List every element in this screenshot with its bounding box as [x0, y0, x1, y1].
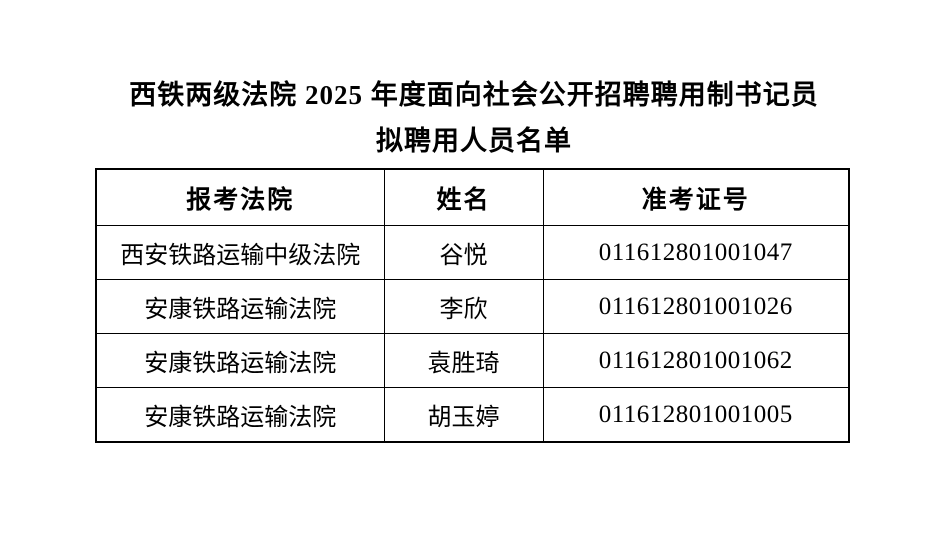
page-title-line-2: 拟聘用人员名单 [376, 126, 572, 156]
cell-court: 西安铁路运输中级法院 [95, 225, 385, 280]
cell-court: 安康铁路运输法院 [95, 279, 385, 334]
cell-name: 胡玉婷 [383, 387, 544, 443]
table-row: 西安铁路运输中级法院 谷悦 011612801001047 [95, 225, 850, 280]
table-row: 安康铁路运输法院 袁胜琦 011612801001062 [95, 333, 850, 388]
table-header: 报考法院 姓名 准考证号 [95, 168, 850, 226]
page-title: 西铁两级法院 2025 年度面向社会公开招聘聘用制书记员 拟聘用人员名单 [0, 72, 948, 164]
cell-name: 谷悦 [383, 225, 544, 280]
column-header-ticket: 准考证号 [542, 168, 850, 226]
table-row: 安康铁路运输法院 李欣 011612801001026 [95, 279, 850, 334]
column-header-name: 姓名 [383, 168, 544, 226]
cell-ticket: 011612801001005 [542, 387, 850, 443]
cell-ticket: 011612801001047 [542, 225, 850, 280]
cell-court: 安康铁路运输法院 [95, 387, 385, 443]
cell-court: 安康铁路运输法院 [95, 333, 385, 388]
table-header-row: 报考法院 姓名 准考证号 [95, 168, 850, 226]
cell-ticket: 011612801001062 [542, 333, 850, 388]
table-body: 西安铁路运输中级法院 谷悦 011612801001047 安康铁路运输法院 李欣 011… [95, 225, 850, 443]
cell-ticket: 011612801001026 [542, 279, 850, 334]
column-header-court: 报考法院 [95, 168, 385, 226]
cell-name: 李欣 [383, 279, 544, 334]
cell-name: 袁胜琦 [383, 333, 544, 388]
page-title-line-1: 西铁两级法院 2025 年度面向社会公开招聘聘用制书记员 [129, 80, 819, 110]
table-row: 安康铁路运输法院 胡玉婷 011612801001005 [95, 387, 850, 443]
hired-candidates-table: 报考法院 姓名 准考证号 西安铁路运输中级法院 谷悦 011612801001047… [95, 168, 850, 443]
